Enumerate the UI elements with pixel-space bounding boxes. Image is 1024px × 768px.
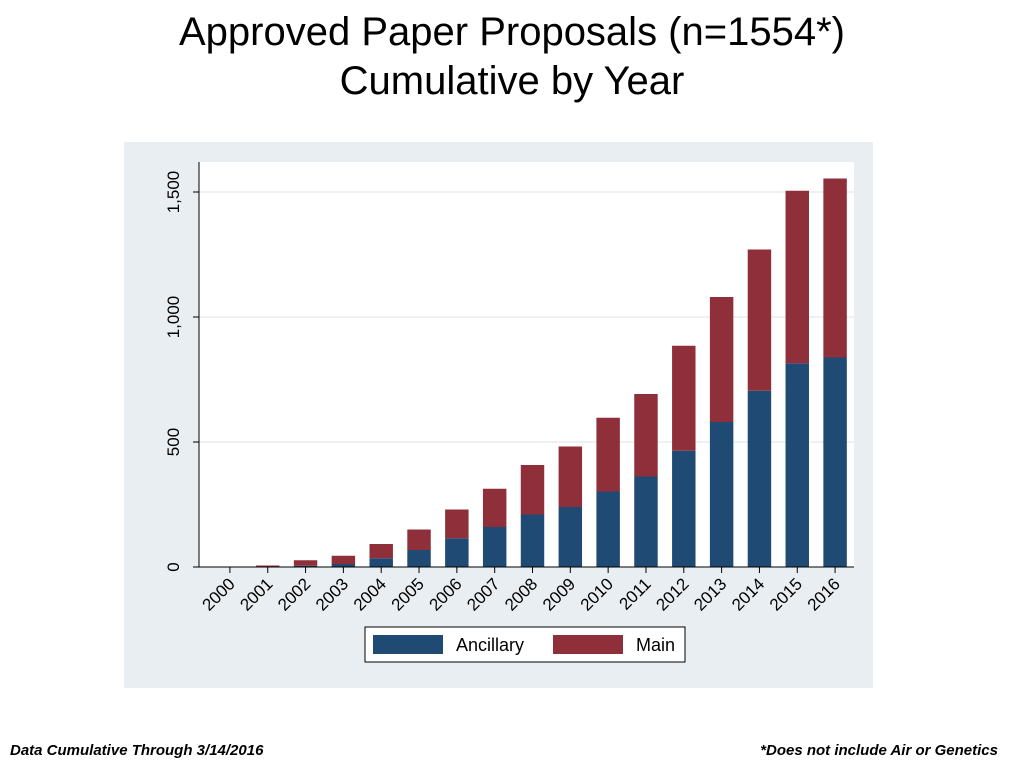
title-line-2: Cumulative by Year: [339, 59, 685, 103]
bar-ancillary-2009: [558, 507, 583, 567]
bar-main-2016: [823, 178, 847, 358]
footer-note-left: Data Cumulative Through 3/14/2016: [10, 742, 264, 759]
title-line-1: Approved Paper Proposals (n=1554*): [179, 10, 845, 54]
bar-ancillary-2003: [331, 564, 356, 567]
bar-main-2009: [558, 446, 583, 507]
bar-main-2011: [634, 394, 658, 477]
bar-ancillary-2012: [672, 450, 696, 567]
y-ticks: 0 500 1,000 1,500: [164, 171, 199, 572]
bar-ancillary-2008: [520, 514, 545, 567]
bar-ancillary-2006: [445, 538, 469, 567]
legend-swatch-main: [553, 635, 623, 654]
bar-main-2012: [672, 345, 696, 451]
bar-main-2007: [482, 488, 507, 527]
legend: Ancillary Main: [364, 626, 686, 663]
bar-ancillary-2007: [482, 527, 507, 567]
bar-ancillary-2015: [785, 363, 809, 567]
y-tick-label: 500: [164, 428, 183, 456]
bar-ancillary-2011: [634, 476, 658, 567]
bar-ancillary-2016: [823, 357, 847, 567]
bar-main-2004: [369, 544, 393, 559]
bar-main-2015: [785, 190, 809, 364]
bar-ancillary-2002: [293, 565, 318, 567]
y-tick-label: 0: [164, 562, 183, 571]
bar-main-2003: [331, 555, 356, 564]
bar-ancillary-2005: [407, 550, 431, 567]
bar-ancillary-2004: [369, 558, 393, 567]
bar-main-2005: [407, 529, 431, 550]
bar-main-2006: [445, 509, 469, 539]
gridlines: [199, 191, 854, 443]
y-tick-label: 1,000: [164, 296, 183, 339]
legend-swatch-ancillary: [373, 635, 443, 654]
chart-title: Approved Paper Proposals (n=1554*) Cumul…: [0, 8, 1024, 106]
legend-label-main: Main: [636, 635, 675, 655]
bar-main-2002: [293, 560, 318, 566]
bar-ancillary-2010: [596, 491, 620, 567]
bar-ancillary-2014: [747, 390, 772, 567]
bar-main-2001: [256, 565, 280, 567]
footer-note-right: *Does not include Air or Genetics: [760, 742, 998, 759]
bar-ancillary-2013: [709, 422, 734, 567]
bar-main-2014: [747, 249, 772, 391]
bar-main-2010: [596, 417, 620, 492]
bar-main-2008: [520, 465, 545, 515]
bar-main-2013: [709, 297, 734, 422]
bars: [218, 178, 847, 567]
y-tick-label: 1,500: [164, 171, 183, 214]
legend-label-ancillary: Ancillary: [456, 635, 524, 655]
